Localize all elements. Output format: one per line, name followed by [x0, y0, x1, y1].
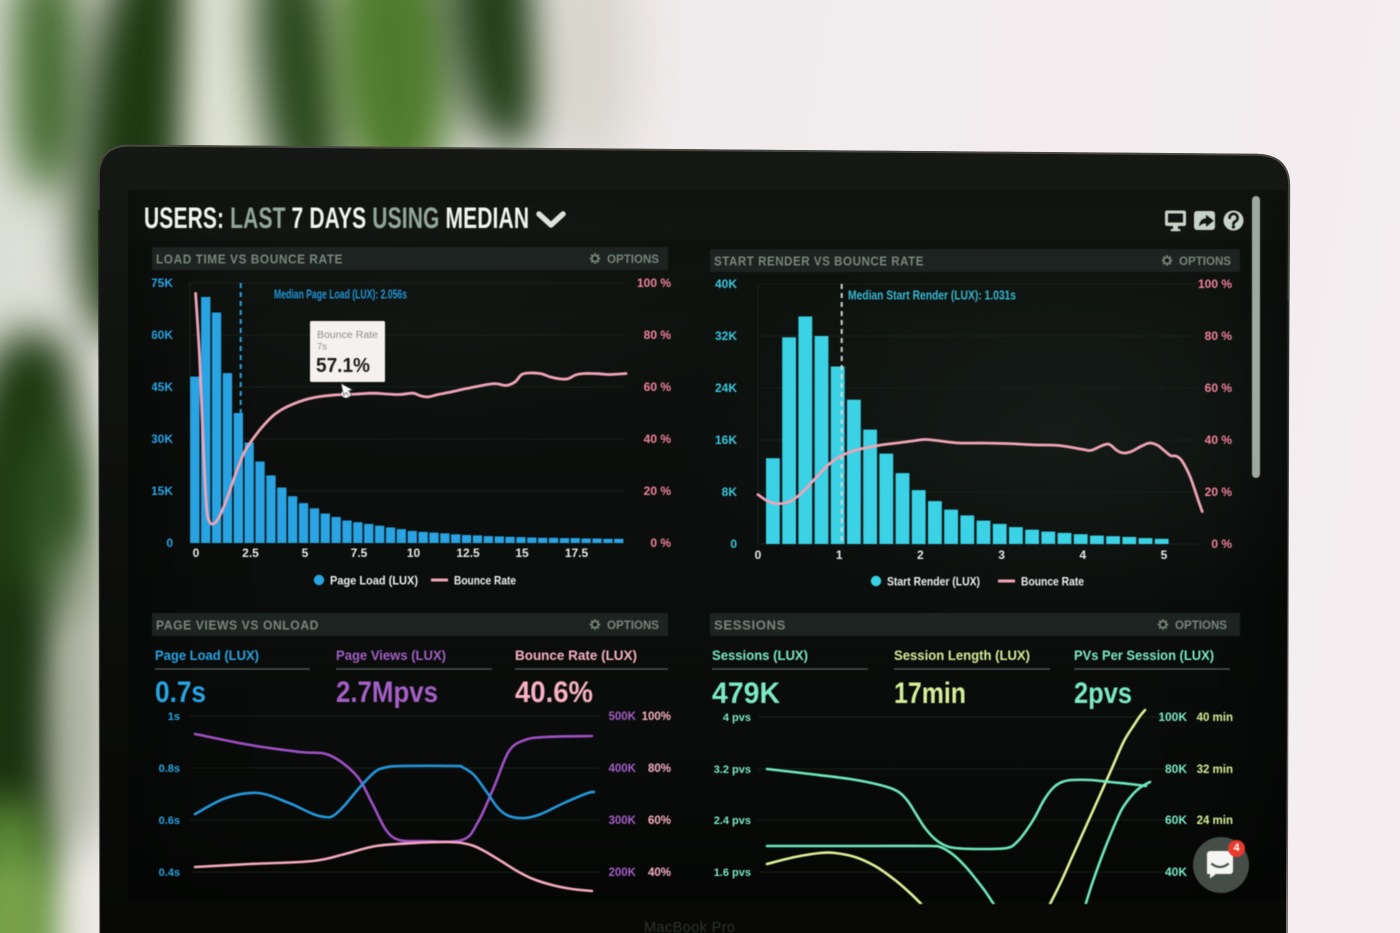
svg-text:20 %: 20 %: [644, 484, 672, 498]
svg-text:Sessions (LUX): Sessions (LUX): [712, 647, 808, 663]
svg-text:START RENDER VS BOUNCE RATE: START RENDER VS BOUNCE RATE: [714, 254, 924, 269]
svg-text:Page Load (LUX): Page Load (LUX): [155, 647, 259, 663]
svg-text:40 %: 40 %: [644, 432, 672, 446]
svg-text:0.7s: 0.7s: [155, 676, 206, 709]
svg-text:2.7Mpvs: 2.7Mpvs: [336, 676, 438, 709]
svg-text:20 %: 20 %: [1205, 485, 1233, 499]
svg-text:100%: 100%: [642, 711, 671, 723]
svg-text:1: 1: [836, 548, 843, 562]
svg-text:45K: 45K: [152, 380, 173, 394]
svg-text:12.5: 12.5: [456, 546, 480, 560]
svg-text:3.2 pvs: 3.2 pvs: [714, 764, 751, 776]
svg-text:75K: 75K: [152, 276, 173, 290]
svg-text:40K: 40K: [1165, 865, 1187, 879]
svg-text:Median Start Render (LUX): 1.0: Median Start Render (LUX): 1.031s: [848, 288, 1016, 303]
svg-text:Start Render (LUX): Start Render (LUX): [887, 577, 980, 589]
svg-text:OPTIONS: OPTIONS: [607, 252, 659, 266]
svg-text:Bounce Rate (LUX): Bounce Rate (LUX): [515, 647, 637, 663]
svg-text:OPTIONS: OPTIONS: [1179, 254, 1231, 268]
svg-text:2.4 pvs: 2.4 pvs: [714, 815, 751, 827]
svg-text:500K: 500K: [609, 711, 637, 723]
svg-text:8K: 8K: [722, 485, 738, 499]
svg-text:Page Load (LUX): Page Load (LUX): [330, 576, 418, 588]
svg-text:60 %: 60 %: [1205, 381, 1233, 395]
svg-text:400K: 400K: [609, 763, 637, 775]
svg-text:7.5: 7.5: [351, 546, 368, 560]
svg-text:40K: 40K: [715, 277, 737, 291]
svg-text:0 %: 0 %: [650, 536, 671, 550]
svg-text:0: 0: [193, 546, 200, 560]
svg-text:SESSIONS: SESSIONS: [714, 618, 786, 633]
svg-text:LOAD TIME VS BOUNCE RATE: LOAD TIME VS BOUNCE RATE: [156, 252, 343, 267]
svg-text:2pvs: 2pvs: [1074, 677, 1132, 710]
svg-text:10: 10: [407, 546, 421, 560]
svg-text:32 min: 32 min: [1197, 764, 1233, 776]
svg-text:32K: 32K: [715, 329, 737, 343]
svg-text:60%: 60%: [648, 815, 671, 827]
svg-text:0: 0: [166, 536, 173, 550]
svg-text:40 %: 40 %: [1205, 433, 1233, 447]
svg-text:60 %: 60 %: [644, 380, 672, 394]
svg-text:17.5: 17.5: [565, 546, 589, 560]
svg-text:60K: 60K: [1165, 813, 1187, 827]
svg-text:0: 0: [755, 548, 762, 562]
svg-text:5: 5: [1161, 548, 1168, 562]
svg-text:Median Page Load (LUX): 2.056s: Median Page Load (LUX): 2.056s: [274, 287, 407, 302]
svg-text:2: 2: [917, 548, 924, 562]
svg-text:40.6%: 40.6%: [515, 676, 593, 709]
svg-text:1s: 1s: [168, 711, 180, 723]
svg-text:Session Length (LUX): Session Length (LUX): [894, 647, 1030, 663]
svg-text:Bounce Rate: Bounce Rate: [1021, 577, 1084, 589]
svg-text:5: 5: [302, 546, 309, 560]
svg-text:80K: 80K: [1165, 762, 1187, 776]
svg-text:3: 3: [998, 548, 1005, 562]
svg-text:Page Views (LUX): Page Views (LUX): [336, 647, 446, 663]
svg-text:40 min: 40 min: [1197, 712, 1233, 724]
svg-text:100 %: 100 %: [637, 276, 671, 290]
svg-text:40%: 40%: [648, 867, 671, 879]
svg-text:100K: 100K: [1158, 710, 1187, 724]
svg-text:30K: 30K: [152, 432, 173, 446]
svg-text:0.8s: 0.8s: [159, 763, 180, 775]
svg-text:1.6 pvs: 1.6 pvs: [714, 867, 751, 879]
svg-text:OPTIONS: OPTIONS: [1175, 618, 1227, 632]
svg-text:17min: 17min: [894, 677, 966, 710]
svg-text:15: 15: [515, 546, 529, 560]
svg-text:80 %: 80 %: [644, 328, 672, 342]
svg-text:80%: 80%: [648, 763, 671, 775]
svg-text:24K: 24K: [715, 381, 737, 395]
svg-text:PAGE VIEWS VS ONLOAD: PAGE VIEWS VS ONLOAD: [156, 618, 319, 633]
svg-text:80 %: 80 %: [1205, 329, 1233, 343]
svg-text:200K: 200K: [609, 867, 637, 879]
svg-text:Bounce Rate: Bounce Rate: [454, 576, 516, 588]
svg-text:0.4s: 0.4s: [159, 867, 180, 879]
svg-text:4 pvs: 4 pvs: [723, 712, 751, 724]
svg-text:60K: 60K: [152, 328, 173, 342]
svg-text:0 %: 0 %: [1211, 537, 1232, 551]
svg-text:7s: 7s: [317, 342, 327, 353]
svg-text:OPTIONS: OPTIONS: [607, 618, 659, 632]
svg-text:0.6s: 0.6s: [159, 815, 180, 827]
svg-text:16K: 16K: [715, 433, 737, 447]
svg-text:100 %: 100 %: [1198, 277, 1232, 291]
svg-text:0: 0: [730, 537, 737, 551]
svg-text:300K: 300K: [609, 815, 637, 827]
svg-text:Bounce Rate: Bounce Rate: [317, 330, 378, 341]
svg-text:15K: 15K: [152, 484, 173, 498]
svg-text:2.5: 2.5: [242, 546, 259, 560]
svg-text:57.1%: 57.1%: [316, 355, 370, 377]
svg-text:24 min: 24 min: [1197, 815, 1233, 827]
svg-text:PVs Per Session (LUX): PVs Per Session (LUX): [1074, 647, 1214, 663]
svg-text:479K: 479K: [712, 677, 780, 710]
svg-text:4: 4: [1079, 548, 1086, 562]
